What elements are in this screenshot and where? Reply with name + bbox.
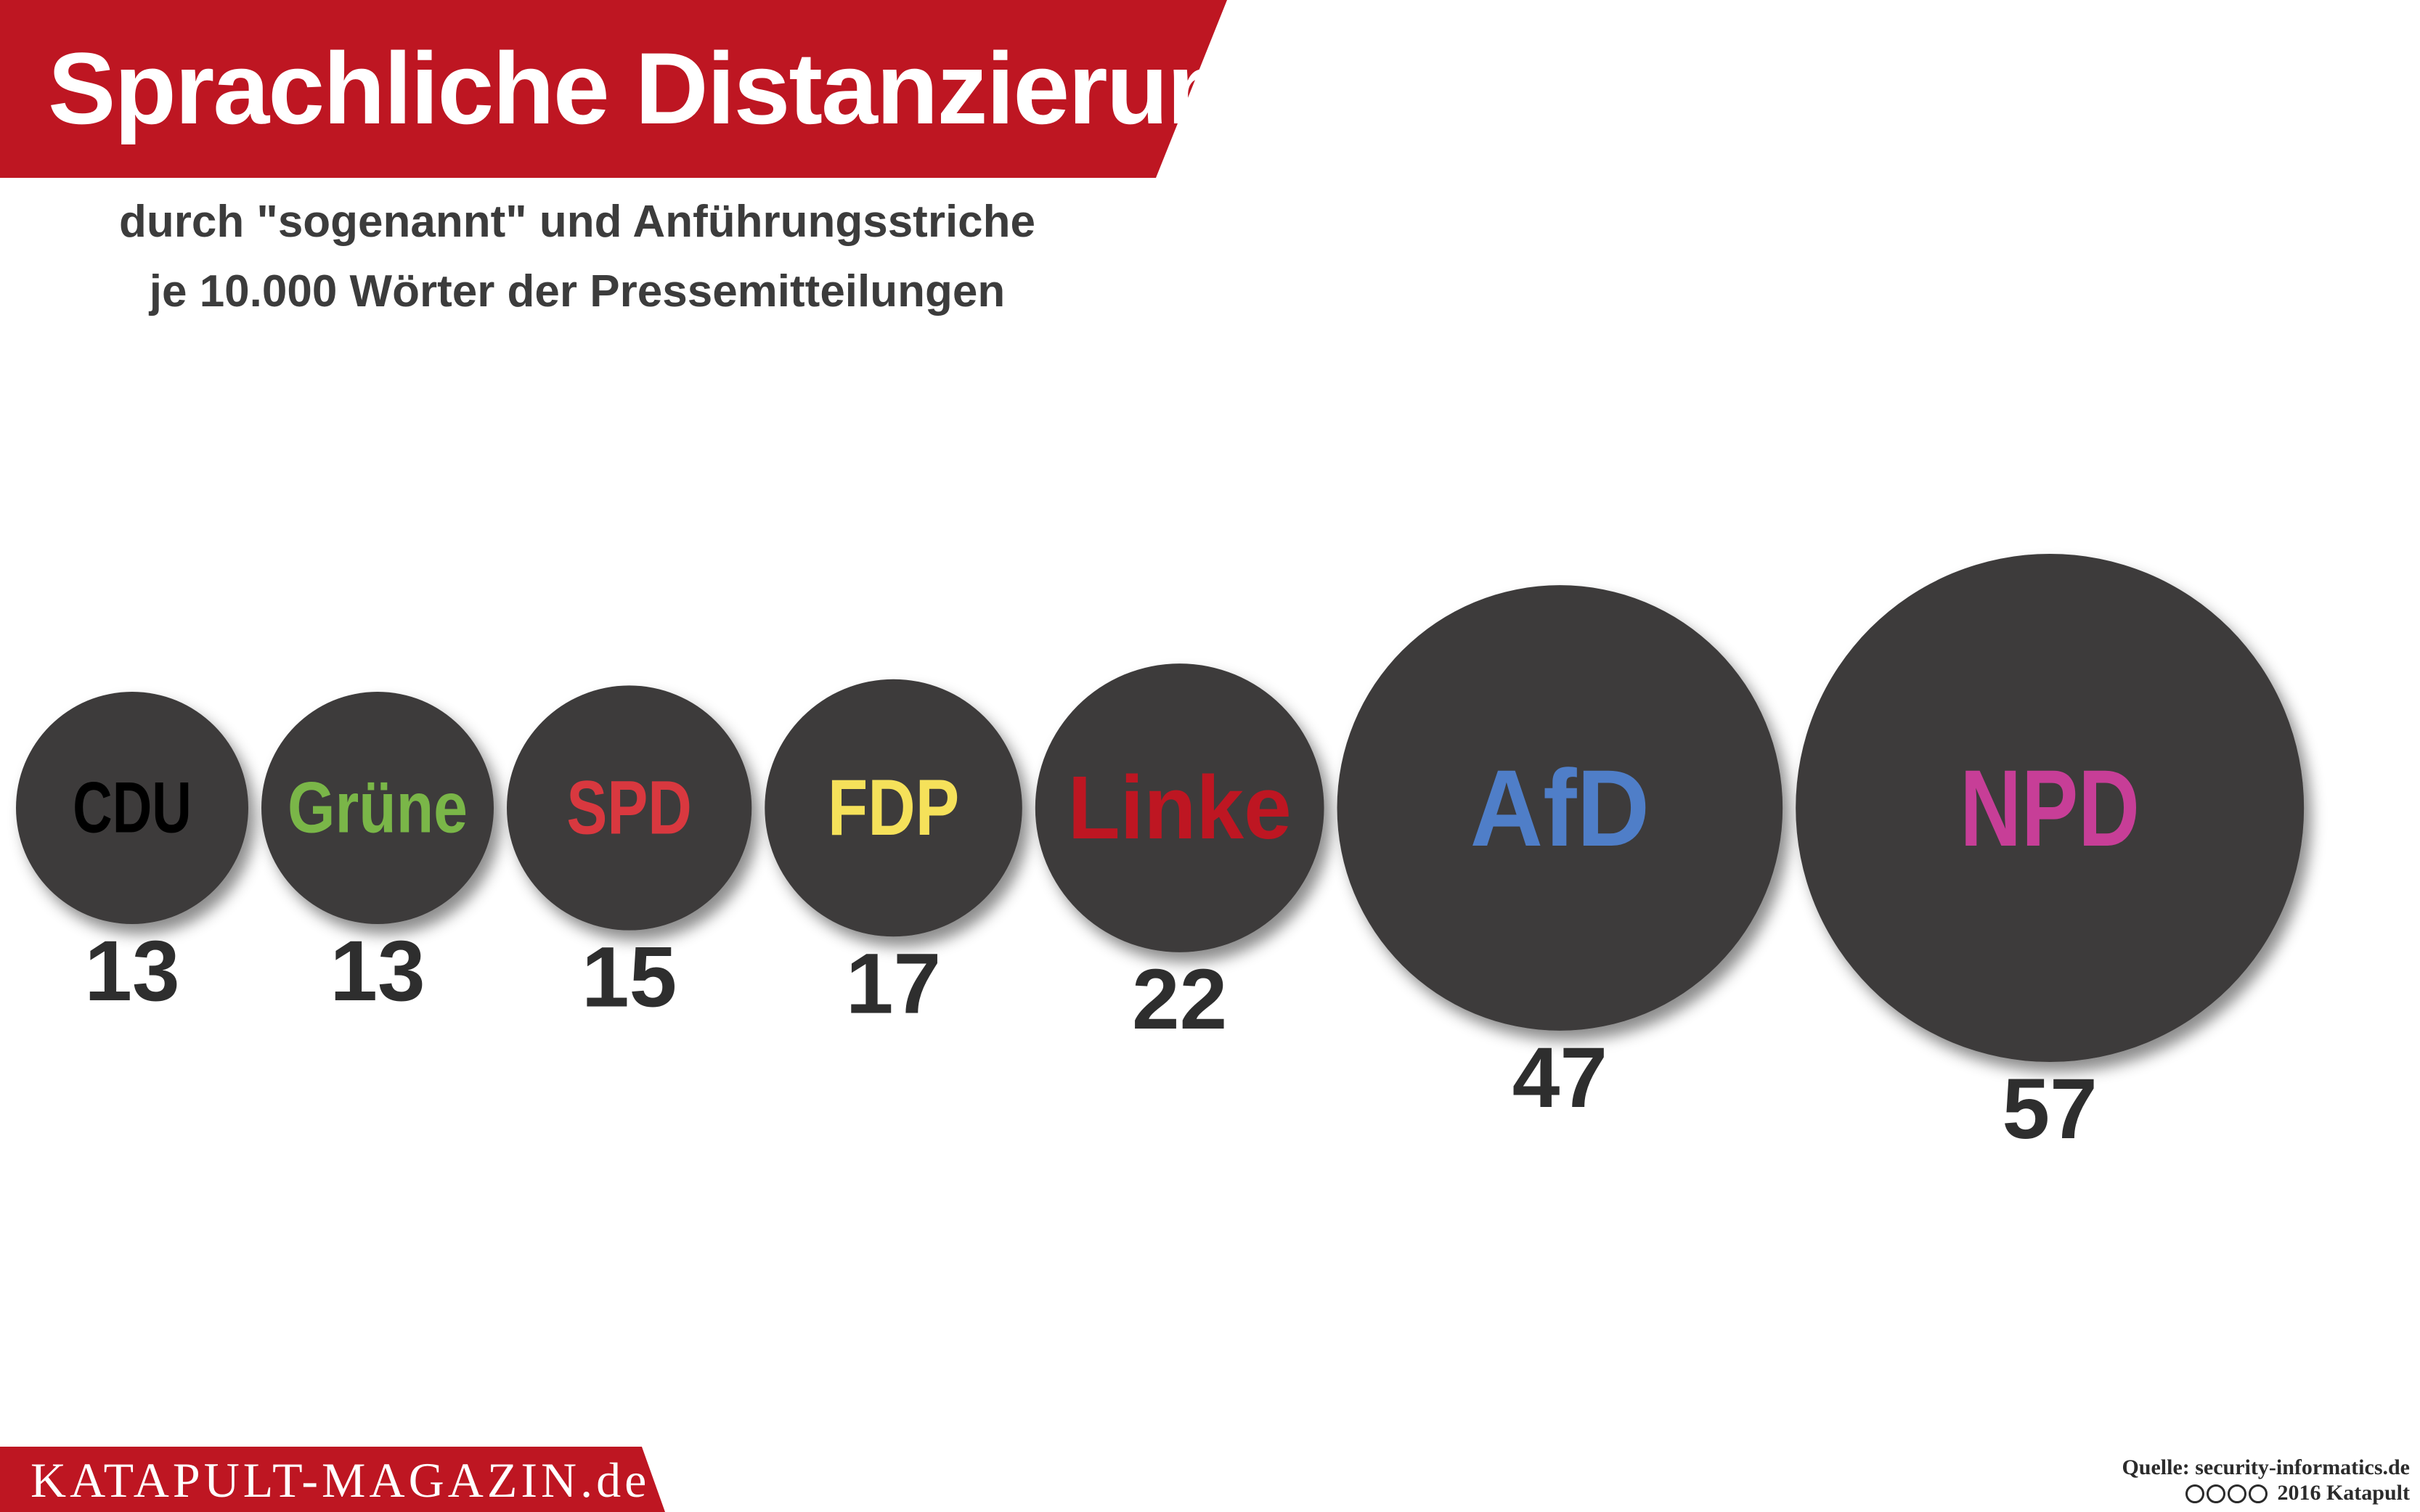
value-label-spd: 15 bbox=[582, 930, 677, 1026]
nd-icon bbox=[2249, 1484, 2268, 1504]
bubble-spd bbox=[507, 685, 752, 931]
value-label-fdp: 17 bbox=[846, 936, 941, 1031]
brand-link[interactable]: KATAPULT-MAGAZIN.de bbox=[30, 1452, 651, 1508]
source-note: Quelle: security-informatics.de bbox=[2122, 1455, 2410, 1479]
bubble-grüne bbox=[261, 692, 494, 924]
subtitle-line-2: je 10.000 Wörter der Pressemitteilungen bbox=[149, 266, 1006, 316]
party-label-spd: SPD bbox=[566, 766, 692, 851]
bubble-fdp bbox=[765, 679, 1022, 937]
party-label-fdp: FDP bbox=[828, 764, 959, 852]
party-label-afd: AfD bbox=[1470, 747, 1650, 869]
value-label-npd: 57 bbox=[2003, 1061, 2098, 1157]
party-label-linke: Linke bbox=[1068, 758, 1292, 858]
party-label-npd: NPD bbox=[1960, 747, 2140, 869]
license-icons bbox=[2185, 1482, 2270, 1507]
bubble-cdu bbox=[16, 692, 248, 924]
party-label-cdu: CDU bbox=[73, 768, 192, 849]
footer-banner bbox=[0, 1447, 665, 1512]
subtitle-line-1: durch "sogenannt" und Anführungsstriche bbox=[118, 197, 1036, 247]
by-icon bbox=[2207, 1484, 2226, 1504]
title-banner bbox=[0, 0, 1227, 178]
cc-icon bbox=[2185, 1484, 2205, 1504]
value-label-cdu: 13 bbox=[84, 923, 179, 1019]
bubble-afd bbox=[1337, 585, 1783, 1031]
value-label-afd: 47 bbox=[1512, 1030, 1608, 1126]
copyright-note: 2016 Katapult bbox=[1829, 1481, 2410, 1507]
copyright-text: 2016 Katapult bbox=[2277, 1481, 2410, 1505]
bubble-npd bbox=[1796, 554, 2305, 1062]
page-title: Sprachliche Distanzierung bbox=[48, 31, 1290, 145]
value-label-linke: 22 bbox=[1132, 952, 1227, 1047]
bubble-linke bbox=[1035, 663, 1324, 952]
nc-icon bbox=[2228, 1484, 2247, 1504]
value-label-grüne: 13 bbox=[330, 923, 425, 1019]
party-label-grüne: Grüne bbox=[288, 768, 468, 849]
